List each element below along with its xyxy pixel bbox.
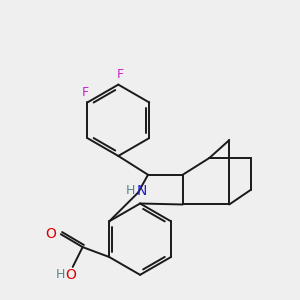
Text: H: H bbox=[56, 268, 65, 281]
Text: H: H bbox=[125, 184, 135, 197]
Text: O: O bbox=[65, 268, 76, 282]
Text: O: O bbox=[46, 227, 56, 241]
Text: F: F bbox=[117, 68, 124, 81]
Text: N: N bbox=[137, 184, 147, 198]
Text: F: F bbox=[82, 86, 89, 99]
